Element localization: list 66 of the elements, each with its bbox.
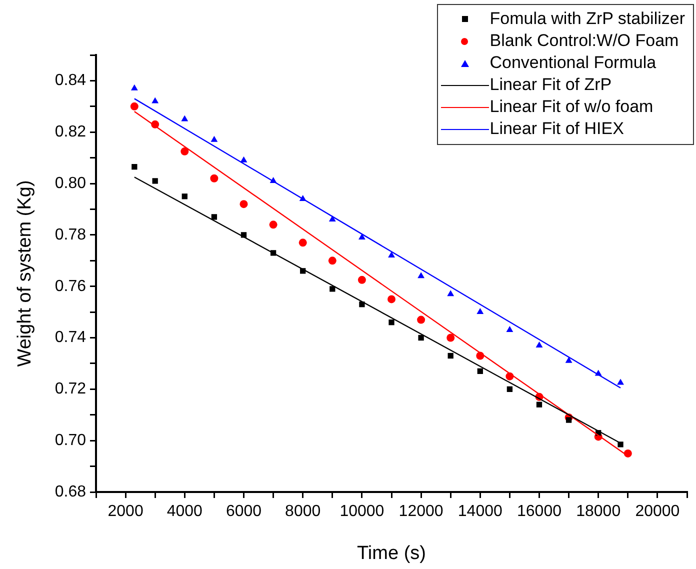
point: [211, 214, 218, 220]
point: [240, 156, 248, 162]
point: [506, 326, 514, 332]
legend-label: Fomula with ZrP stabilizer: [490, 8, 685, 30]
point: [180, 147, 189, 156]
point: [328, 216, 336, 222]
point: [506, 386, 513, 392]
legend-label: Linear Fit of ZrP: [490, 74, 612, 96]
legend-label: Linear Fit of w/o foam: [490, 96, 654, 118]
point: [330, 286, 336, 292]
point: [418, 272, 425, 278]
point: [388, 252, 395, 258]
point: [152, 97, 159, 104]
y-tick-label: 0.78: [54, 226, 86, 244]
x-tick-label: 12000: [398, 503, 444, 520]
point: [448, 352, 454, 359]
y-axis-title: Weight of system (Kg): [14, 180, 36, 367]
x-tick-label: 14000: [458, 503, 502, 520]
point: [152, 178, 158, 184]
point: [269, 220, 278, 229]
point: [476, 308, 484, 314]
point: [182, 194, 188, 200]
point: [618, 442, 624, 448]
point: [536, 402, 542, 408]
point: [358, 234, 366, 240]
point: [130, 84, 138, 90]
x-tick-label: 4000: [166, 503, 203, 520]
legend-label: Linear Fit of HIEX: [490, 118, 624, 140]
point: [388, 320, 394, 326]
point: [132, 164, 138, 170]
point: [240, 200, 248, 208]
y-tick-label: 0.74: [54, 329, 86, 346]
legend-label: Conventional Formula: [490, 52, 656, 74]
x-tick-label: 6000: [226, 503, 262, 520]
y-tick-label: 0.84: [54, 72, 86, 90]
point: [388, 295, 396, 304]
legend-label: Blank Control:W/O Foam: [490, 30, 679, 52]
point: [447, 290, 454, 296]
y-tick-label: 0.72: [54, 380, 86, 398]
point: [130, 102, 138, 110]
point: [328, 256, 336, 265]
x-tick-label: 16000: [517, 503, 562, 520]
x-tick-label: 20000: [635, 503, 680, 520]
y-tick-label: 0.82: [54, 124, 86, 141]
y-tick-label: 0.76: [54, 278, 86, 295]
y-tick-label: 0.68: [54, 483, 86, 500]
point: [298, 238, 307, 247]
point: [181, 115, 188, 122]
point: [446, 334, 455, 342]
point: [565, 356, 572, 363]
x-tick-label: 18000: [576, 503, 621, 520]
x-axis-title: Time (s): [357, 542, 426, 564]
x-tick-label: 10000: [340, 503, 384, 520]
point: [477, 368, 483, 374]
x-tick-label: 8000: [285, 503, 321, 520]
point: [358, 276, 366, 284]
point: [210, 136, 218, 142]
point: [536, 341, 543, 348]
x-tick-label: 2000: [108, 503, 144, 520]
point: [210, 174, 218, 182]
point: [417, 316, 426, 324]
point: [566, 417, 572, 423]
y-tick-label: 0.70: [54, 432, 86, 449]
y-tick-label: 0.80: [54, 174, 86, 192]
point: [617, 378, 624, 385]
point: [418, 334, 424, 341]
